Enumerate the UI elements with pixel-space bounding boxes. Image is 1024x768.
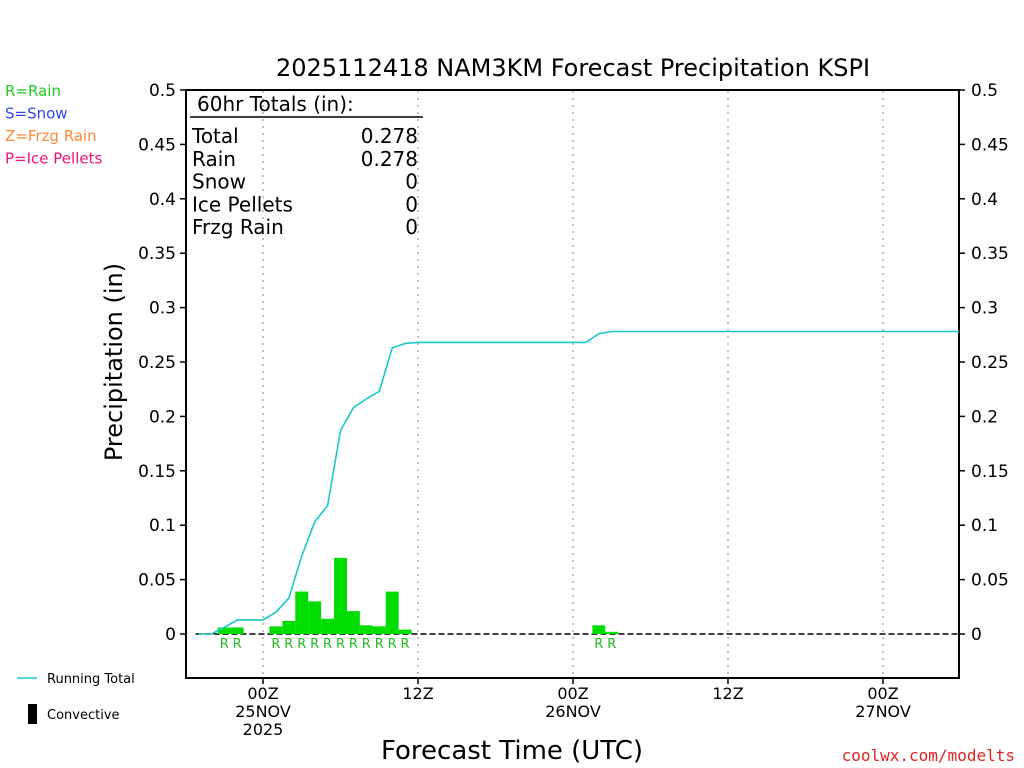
precip-type-label: R (336, 637, 345, 652)
totals-row-label: Snow (192, 170, 246, 194)
y-tick-label-right: 0.2 (971, 407, 998, 427)
precip-bar (359, 625, 373, 634)
y-tick-label-left: 0.25 (138, 353, 176, 373)
y-axis: 0 00.05 0.050.1 0.10.15 0.150.2 0.20.25 0.250.… (138, 81, 1009, 645)
precip-bar (398, 629, 412, 634)
precip-bar (282, 620, 296, 634)
legend-item-label: Convective (47, 708, 120, 723)
precip-bar (385, 591, 399, 634)
y-tick-label-left: 0 (165, 625, 176, 645)
precip-bar (372, 626, 386, 634)
x-tick-label: 27NOV (855, 702, 911, 721)
y-tick-label-right: 0.1 (971, 516, 998, 536)
y-tick-label-right: 0.25 (971, 353, 1009, 373)
type-legend-item: Z=Frzg Rain (5, 127, 97, 145)
credit-text: coolwx.com/modelts (842, 746, 1015, 765)
type-legend-item: P=Ice Pellets (5, 150, 102, 168)
totals-row-value: 0 (405, 192, 418, 216)
x-tick-label: 00Z (557, 684, 588, 703)
running-total-line (198, 330, 959, 635)
precip-type-label: R (310, 637, 319, 652)
legend-item-label: Running Total (47, 672, 135, 687)
y-tick-label-right: 0.15 (971, 462, 1009, 482)
totals-row-value: 0 (405, 215, 418, 239)
legend-bar-swatch (28, 704, 37, 724)
totals-row-label: Rain (192, 147, 236, 171)
precip-type-label: R (401, 637, 410, 652)
x-tick-label: 00Z (247, 684, 278, 703)
chart-title: 2025112418 NAM3KM Forecast Precipitation… (276, 54, 870, 82)
x-tick-label: 2025 (243, 720, 284, 739)
precip-type-label: R (388, 637, 397, 652)
y-tick-label-right: 0.3 (971, 299, 998, 319)
precip-bar (346, 611, 360, 634)
type-legend-item: S=Snow (5, 105, 68, 123)
precip-type-label: R (594, 637, 603, 652)
precip-bar (217, 627, 231, 634)
totals-box: 60hr Totals (in): Total 0.278 Rain 0.278 Sno… (190, 92, 423, 239)
y-tick-label-left: 0.15 (138, 462, 176, 482)
grid-layer (195, 91, 958, 677)
precip-type-label: R (607, 637, 616, 652)
type-legend-item: R=Rain (5, 82, 61, 100)
x-tick-label: 26NOV (545, 702, 601, 721)
precip-type-label: R (220, 637, 229, 652)
y-tick-label-left: 0.45 (138, 135, 176, 155)
y-tick-label-left: 0.2 (149, 407, 176, 427)
totals-row-label: Frzg Rain (192, 215, 284, 239)
totals-row-value: 0.278 (361, 147, 418, 171)
y-tick-label-left: 0.4 (149, 190, 176, 210)
y-tick-label-left: 0.05 (138, 571, 176, 591)
precip-type-label: R (233, 637, 242, 652)
precip-bar (308, 601, 322, 634)
precip-bar (321, 618, 335, 634)
x-tick-label: 00Z (867, 684, 898, 703)
precip-bar (592, 625, 606, 634)
totals-row-label: Total (191, 124, 239, 148)
totals-row-value: 0.278 (361, 124, 418, 148)
precip-type-label: R (284, 637, 293, 652)
precip-type-label: R (375, 637, 384, 652)
precip-type-label: R (349, 637, 358, 652)
x-tick-label: 12Z (402, 684, 433, 703)
totals-row-value: 0 (405, 170, 418, 194)
series-legend: Running Total Convective (17, 672, 135, 724)
precip-bar (334, 557, 347, 634)
y-tick-label-left: 0.3 (149, 299, 176, 319)
precip-type-label: R (323, 637, 332, 652)
totals-row-label: Ice Pellets (192, 192, 293, 216)
precip-bar (605, 631, 619, 634)
precip-bar (230, 627, 244, 634)
y-tick-label-right: 0.45 (971, 135, 1009, 155)
type-legend: R=Rain S=Snow Z=Frzg Rain P=Ice Pellets (5, 82, 102, 168)
line-layer (198, 330, 959, 635)
precip-type-label: R (362, 637, 371, 652)
x-tick-label: 12Z (712, 684, 743, 703)
y-tick-label-right: 0 (971, 625, 982, 645)
y-tick-label-right: 0.35 (971, 244, 1009, 264)
precip-type-label: R (271, 637, 280, 652)
precip-bar (295, 591, 309, 634)
x-axis-label: Forecast Time (UTC) (381, 736, 643, 766)
x-tick-label: 25NOV (235, 702, 291, 721)
y-tick-label-right: 0.4 (971, 190, 998, 210)
totals-heading: 60hr Totals (in): (197, 92, 354, 116)
precip-bar (269, 626, 283, 634)
y-tick-label-left: 0.35 (138, 244, 176, 264)
y-tick-label-right: 0.5 (971, 81, 998, 101)
y-tick-label-left: 0.1 (149, 516, 176, 536)
y-axis-label: Precipitation (in) (100, 263, 128, 461)
precip-type-label: R (297, 637, 306, 652)
y-tick-label-right: 0.05 (971, 571, 1009, 591)
y-tick-label-left: 0.5 (149, 81, 176, 101)
